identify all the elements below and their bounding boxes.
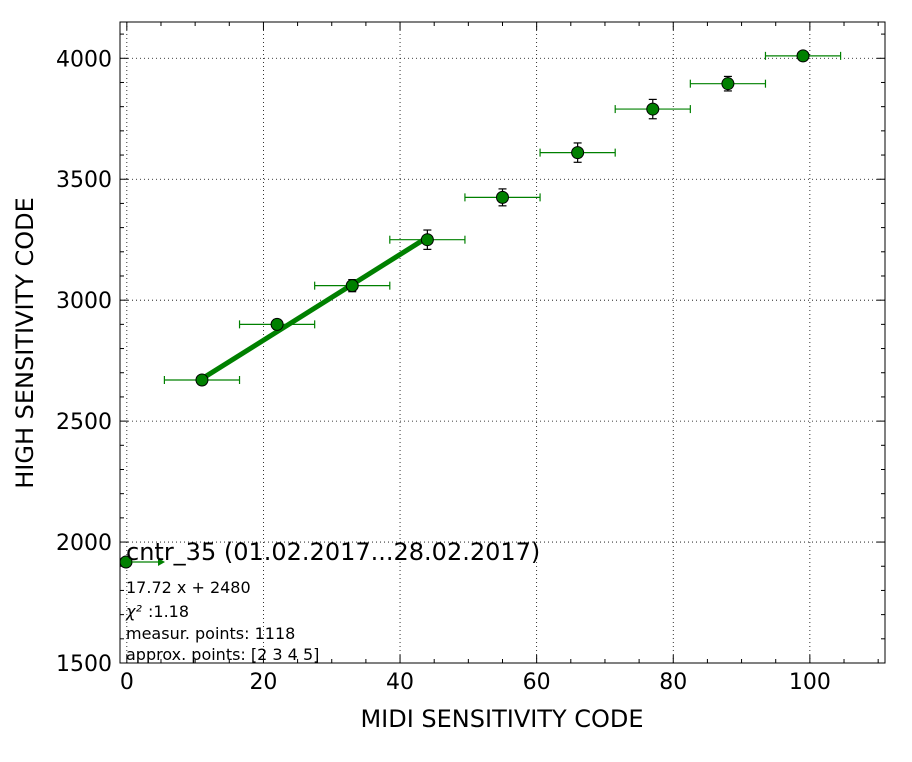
x-axis-label: MIDI SENSITIVITY CODE — [360, 705, 643, 733]
data-point — [571, 146, 585, 160]
data-point — [270, 317, 284, 331]
legend: cntr_35 (01.02.2017...28.02.2017) 17.72 … — [119, 538, 540, 664]
y-tick-label: 2500 — [56, 410, 112, 435]
y-tick-label: 4000 — [56, 47, 112, 72]
data-point — [796, 49, 810, 63]
y-tick-label: 3500 — [56, 168, 112, 193]
legend-title: cntr_35 (01.02.2017...28.02.2017) — [126, 538, 540, 566]
data-points — [195, 49, 810, 387]
fit-line — [200, 235, 429, 381]
minor-ticks — [120, 22, 885, 663]
data-point — [496, 190, 509, 204]
y-tick-label: 3000 — [56, 289, 112, 314]
x-tick-label: 0 — [120, 670, 134, 695]
legend-approx-points: approx. points: [2 3 4 5] — [126, 645, 319, 664]
x-tick-label: 60 — [523, 670, 551, 695]
data-point — [345, 279, 359, 293]
data-point — [646, 102, 660, 116]
x-tick-label: 20 — [249, 670, 277, 695]
plot-frame — [119, 21, 886, 664]
data-point — [195, 373, 209, 387]
legend-chi2-symbol: χ² — [125, 602, 142, 621]
x-tick-label: 40 — [386, 670, 414, 695]
legend-measurement-points: measur. points: 1118 — [126, 624, 295, 643]
legend-arrow-head — [158, 558, 165, 566]
x-tick-label: 100 — [789, 670, 831, 695]
y-axis-label: HIGH SENSITIVITY CODE — [11, 197, 39, 489]
x-tick-labels: 0 20 40 60 80 100 — [120, 670, 831, 695]
legend-equation: 17.72 x + 2480 — [126, 578, 251, 597]
legend-chi2-value: :1.18 — [148, 602, 189, 621]
y-tick-labels: 1500 2000 2500 3000 3500 4000 — [56, 47, 112, 677]
y-tick-label: 2000 — [56, 531, 112, 556]
data-point — [420, 233, 434, 247]
x-tick-label: 80 — [659, 670, 687, 695]
data-point — [721, 77, 735, 91]
y-tick-label: 1500 — [56, 652, 112, 677]
